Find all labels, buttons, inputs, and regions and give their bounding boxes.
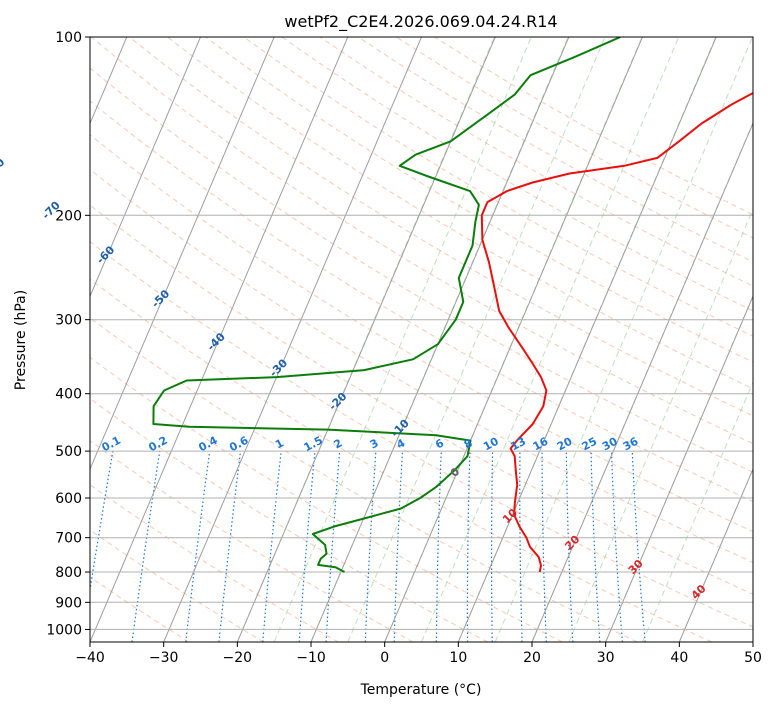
y-tick-label: 700 [55, 531, 82, 547]
isotherm-line [236, 37, 496, 642]
dry-adiabat-line [90, 67, 753, 473]
isotherm-line [531, 122, 753, 642]
moist-adiabat-line [421, 37, 680, 642]
dry-adiabat-line [90, 134, 753, 533]
y-tick-label: 300 [55, 313, 82, 329]
y-tick-label: 500 [55, 444, 82, 460]
y-tick-label: 200 [55, 208, 82, 224]
isotherm-line [678, 467, 753, 642]
y-tick-label: 600 [55, 491, 82, 507]
isotherm-line [163, 37, 422, 642]
x-tick-label: −40 [75, 650, 105, 666]
dry-adiabat-line [205, 37, 753, 363]
mixing-ratio-label: 16 [531, 435, 551, 454]
moist-adiabat-line [568, 207, 753, 642]
dry-adiabat-line [90, 241, 753, 628]
dry-adiabat-line [90, 356, 563, 642]
x-tick-label: 20 [523, 650, 541, 666]
y-tick-label: 800 [55, 565, 82, 581]
mixing-ratio-label: 30 [600, 435, 620, 454]
y-tick-label: 1000 [46, 622, 82, 638]
isotherm-line [457, 37, 717, 642]
dry-adiabat-line [90, 484, 339, 642]
mixing-ratio-line [298, 451, 316, 642]
isotherm-line [90, 37, 201, 298]
y-tick-label: 900 [55, 595, 82, 611]
mixing-ratio-line [218, 451, 242, 642]
dry-adiabat-line [281, 37, 753, 312]
x-tick-label: 0 [380, 650, 389, 666]
dry-adiabat-line [90, 204, 753, 595]
isotherm-line [310, 37, 570, 642]
y-tick-label: 400 [55, 387, 82, 403]
mixing-ratio-label: 25 [580, 435, 600, 454]
isotherm-line [90, 37, 349, 642]
mixing-ratio-label: 36 [621, 435, 641, 454]
x-tick-label: −20 [223, 650, 253, 666]
y-axis-title: Pressure (hPa) [13, 290, 29, 390]
x-tick-label: 10 [449, 650, 467, 666]
isotherm-line [90, 37, 275, 471]
x-tick-label: 40 [670, 650, 688, 666]
moist-adiabat-line [347, 37, 606, 642]
dry-adiabat-line [90, 168, 753, 564]
temperature-line [480, 91, 753, 573]
mixing-ratio-label: 13 [508, 435, 528, 454]
mixing-ratio-line [185, 451, 211, 642]
moist-adiabat-line [273, 37, 532, 642]
isotherm-line [605, 295, 753, 642]
y-tick-label: 100 [55, 30, 82, 46]
x-axis-title: Temperature (°C) [360, 682, 482, 698]
mixing-ratio-label: 20 [555, 435, 575, 454]
x-tick-label: −30 [149, 650, 179, 666]
mixing-ratio-line [90, 450, 114, 594]
isotherm-line [384, 37, 643, 642]
x-tick-label: 50 [744, 650, 762, 666]
x-tick-label: 30 [597, 650, 615, 666]
mixing-ratio-line [262, 451, 282, 642]
chart-title: wetPf2_C2E4.2026.069.04.24.R14 [284, 12, 557, 32]
plot-frame [89, 36, 754, 643]
isotherm-label: -80 [0, 155, 8, 178]
moist-adiabat-line [642, 381, 753, 642]
mixing-ratio-label: 10 [481, 435, 501, 454]
moist-adiabat-line [494, 37, 753, 642]
mixing-ratio-line [631, 451, 646, 642]
dewpoint-line [152, 37, 621, 573]
dry-adiabat-line [90, 397, 488, 642]
x-tick-label: −10 [296, 650, 326, 666]
